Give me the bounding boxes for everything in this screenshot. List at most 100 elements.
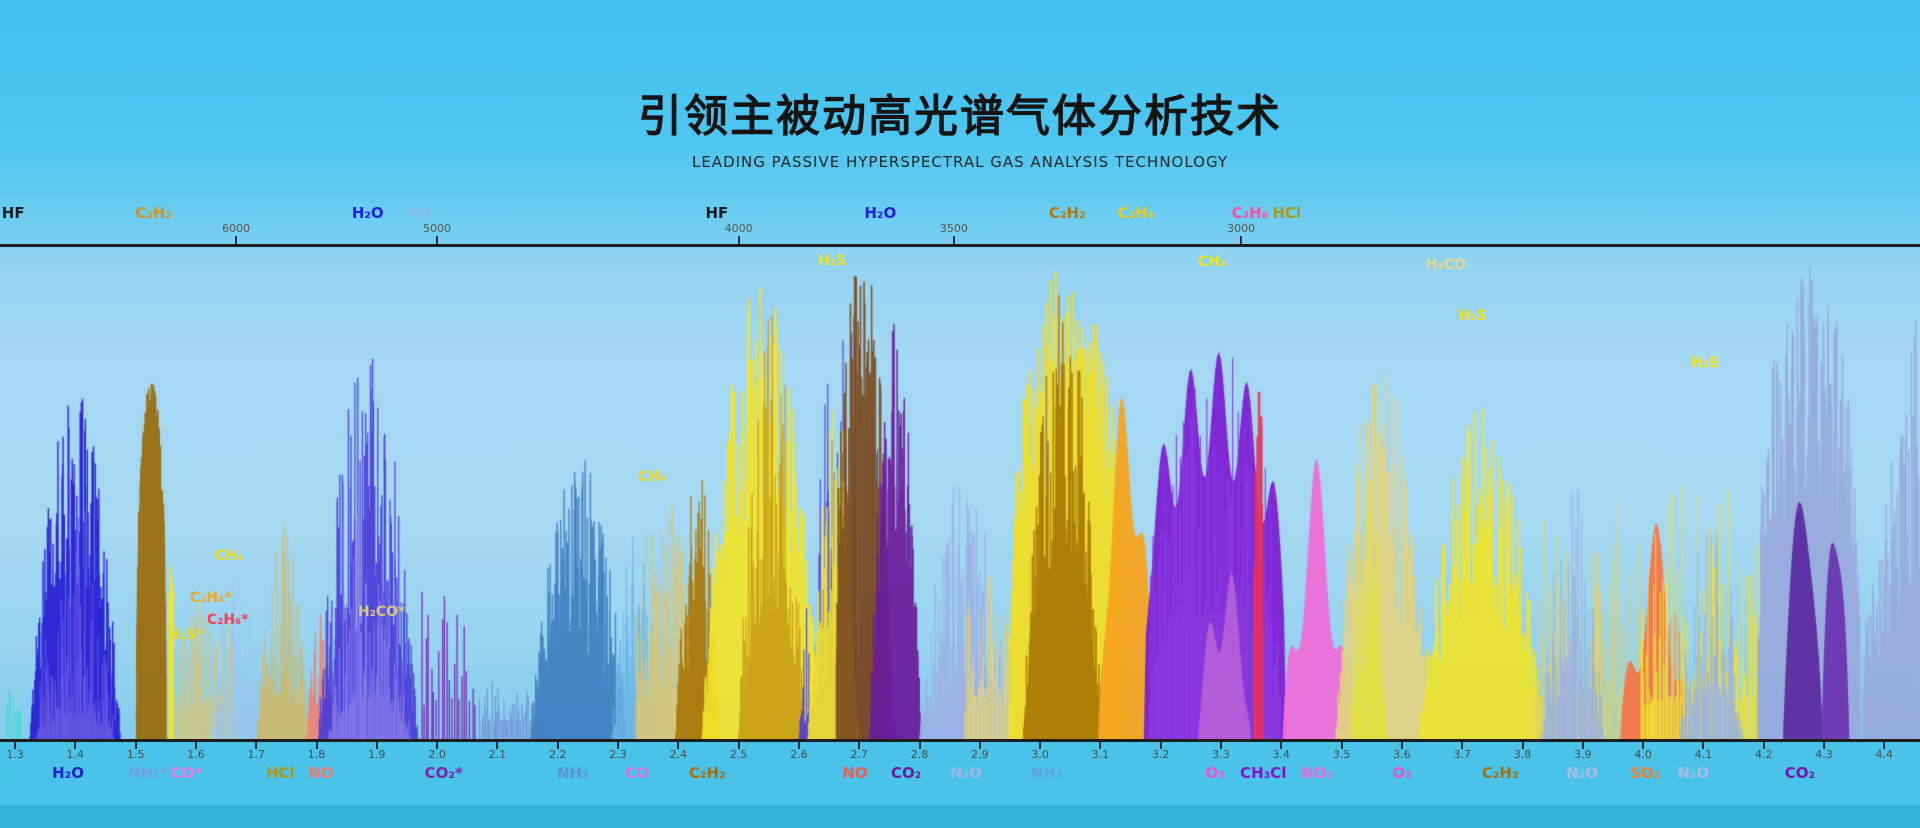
bottom-axis-tick-label: 1.8 bbox=[307, 748, 326, 761]
top-axis-line bbox=[0, 244, 1920, 247]
bottom-gas-label: SO₂ bbox=[1629, 764, 1660, 782]
bottom-axis-tick bbox=[1883, 742, 1886, 749]
chart-annotation: H₂S bbox=[818, 253, 846, 269]
bottom-axis-tick bbox=[1039, 742, 1042, 749]
chart-annotation: CH₄ bbox=[1198, 254, 1227, 270]
chart-annotation: H₂CO* bbox=[358, 604, 406, 620]
bottom-axis-tick bbox=[496, 742, 499, 749]
bottom-axis-tick bbox=[1340, 742, 1343, 749]
chart-annotation: H₂S bbox=[1459, 308, 1487, 324]
bottom-axis-tick-label: 4.2 bbox=[1754, 748, 1773, 761]
bottom-axis-tick-label: 4.1 bbox=[1694, 748, 1713, 761]
bottom-axis-tick bbox=[918, 742, 921, 749]
bottom-axis-tick-label: 1.3 bbox=[6, 748, 24, 761]
bottom-axis-tick bbox=[797, 742, 800, 749]
bottom-axis-tick bbox=[375, 742, 378, 749]
bottom-axis-tick-label: 3.0 bbox=[1031, 748, 1049, 761]
top-axis-tick-label: 6000 bbox=[222, 222, 251, 235]
bottom-gas-label: NO₂ bbox=[1300, 764, 1333, 782]
bottom-axis-tick bbox=[74, 742, 77, 749]
top-axis-gas-label: C₂H₂ bbox=[1048, 204, 1086, 222]
bottom-gas-label: NO bbox=[842, 764, 868, 782]
bottom-gas-label: C₂H₂ bbox=[688, 764, 726, 782]
bottom-gas-label: O₃ bbox=[1205, 764, 1225, 782]
bottom-axis-tick-label: 4.0 bbox=[1634, 748, 1652, 761]
bottom-axis-tick-label: 1.9 bbox=[368, 748, 386, 761]
bottom-axis-tick-label: 2.1 bbox=[488, 748, 507, 761]
bottom-gas-label: O₃ bbox=[0, 764, 8, 782]
bottom-axis-tick bbox=[134, 742, 137, 749]
bottom-axis-tick bbox=[14, 742, 16, 749]
bottom-axis-tick-label: 2.3 bbox=[609, 748, 627, 761]
chart-annotation: CH₄ bbox=[215, 548, 244, 564]
bottom-axis-tick-label: 1.4 bbox=[66, 748, 85, 761]
bottom-axis-tick-label: 2.2 bbox=[548, 748, 567, 761]
top-axis-gas-label: NH₃ bbox=[406, 204, 438, 222]
bottom-axis-tick-label: 2.6 bbox=[790, 748, 808, 761]
bottom-axis-tick-label: 2.8 bbox=[910, 748, 929, 761]
bottom-gas-label: NH₃* bbox=[127, 764, 168, 782]
bottom-gas-label: CO* bbox=[170, 764, 203, 782]
chart-annotation: C₂H₄* bbox=[190, 590, 232, 606]
chart-annotation: H₂S* bbox=[168, 627, 204, 643]
top-axis-tick bbox=[436, 236, 439, 244]
bottom-axis-tick-label: 2.5 bbox=[729, 748, 748, 761]
top-axis-tick bbox=[952, 236, 955, 244]
bottom-axis-tick-label: 1.5 bbox=[126, 748, 145, 761]
bottom-axis-tick bbox=[1159, 742, 1162, 749]
top-axis-tick-label: 5000 bbox=[423, 222, 452, 235]
bottom-axis-tick bbox=[1521, 742, 1524, 749]
bottom-gas-label: CO₂ bbox=[1784, 764, 1816, 782]
top-axis-gas-label: H₂O bbox=[864, 204, 897, 222]
chart-annotation: C₂H₆* bbox=[207, 612, 249, 628]
bottom-axis-tick-label: 3.5 bbox=[1332, 748, 1351, 761]
bottom-gas-label: O₃ bbox=[1392, 764, 1412, 782]
bottom-axis-tick bbox=[1099, 742, 1102, 749]
bottom-gas-label: NO bbox=[308, 764, 334, 782]
bottom-axis-tick-label: 1.6 bbox=[187, 748, 205, 761]
top-axis-gas-label: H₂O bbox=[351, 204, 384, 222]
bottom-axis-tick-label: 4.3 bbox=[1815, 748, 1833, 761]
top-axis-tick-label: 3000 bbox=[1227, 222, 1256, 235]
bottom-gas-label: CH₃Cl bbox=[1240, 764, 1287, 782]
bottom-axis-tick bbox=[1461, 742, 1464, 749]
bottom-axis-tick bbox=[194, 742, 197, 749]
bottom-gas-label: CO bbox=[625, 764, 650, 782]
bottom-axis-tick bbox=[1642, 742, 1645, 749]
bottom-axis-tick-label: 3.3 bbox=[1212, 748, 1230, 761]
bottom-axis-tick bbox=[1220, 742, 1222, 749]
bottom-axis-tick bbox=[978, 742, 981, 749]
bottom-gas-label: N₂O bbox=[1677, 764, 1710, 782]
bottom-gas-label: C₂H₂ bbox=[1481, 764, 1519, 782]
top-axis-tick bbox=[737, 236, 740, 244]
bottom-axis-tick bbox=[255, 742, 258, 749]
top-axis-gas-label: HCl bbox=[1272, 204, 1302, 222]
bottom-axis-tick bbox=[1400, 742, 1403, 749]
bottom-axis-tick bbox=[1702, 742, 1705, 749]
bottom-gas-label: H₂O bbox=[52, 764, 84, 782]
top-axis-gas-label: C₂H₆ bbox=[1231, 204, 1269, 222]
top-axis-tick bbox=[235, 236, 238, 244]
bottom-axis-tick-label: 4.4 bbox=[1875, 748, 1894, 761]
bottom-axis-tick-label: 2.9 bbox=[971, 748, 989, 761]
bottom-axis-tick-label: 3.9 bbox=[1574, 748, 1592, 761]
chart-annotation: CH₄ bbox=[638, 469, 667, 485]
top-axis-gas-label: C₂H₄ bbox=[1117, 204, 1155, 222]
bottom-axis-tick-label: 3.8 bbox=[1513, 748, 1532, 761]
top-axis-gas-label: HF bbox=[1, 204, 25, 222]
bottom-axis-tick bbox=[436, 742, 439, 749]
bottom-axis-tick-label: 3.4 bbox=[1272, 748, 1291, 761]
bottom-strip bbox=[0, 805, 1920, 828]
header-background bbox=[0, 0, 1920, 248]
bottom-axis-tick-label: 3.2 bbox=[1151, 748, 1170, 761]
top-axis-tick bbox=[1240, 236, 1243, 244]
bottom-axis-tick-label: 3.6 bbox=[1393, 748, 1411, 761]
bottom-axis-tick bbox=[737, 742, 740, 749]
top-axis-gas-label: HF bbox=[705, 204, 729, 222]
bottom-axis-tick-label: 3.1 bbox=[1091, 748, 1110, 761]
bottom-gas-label: CO₂ bbox=[891, 764, 922, 782]
top-axis-gas-label: C₂H₂ bbox=[135, 204, 173, 222]
bottom-axis-tick-label: 2.4 bbox=[669, 748, 688, 761]
bottom-axis-tick bbox=[1823, 742, 1825, 749]
